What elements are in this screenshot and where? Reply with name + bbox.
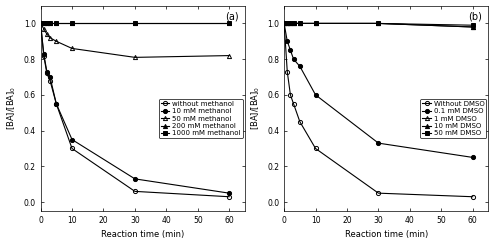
0.1 mM DMSO bbox=[281, 22, 287, 25]
Without DMSO bbox=[470, 195, 476, 198]
without methanol bbox=[132, 190, 138, 193]
Without DMSO bbox=[288, 93, 293, 96]
1000 mM methanol bbox=[132, 22, 138, 25]
1000 mM methanol bbox=[44, 22, 50, 25]
50 mM methanol bbox=[53, 40, 59, 43]
0.1 mM DMSO bbox=[313, 93, 319, 96]
without methanol bbox=[226, 195, 232, 198]
0.1 mM DMSO bbox=[290, 58, 296, 61]
1 mM DMSO bbox=[313, 22, 319, 25]
10 mM DMSO bbox=[288, 22, 293, 25]
10 mM DMSO bbox=[285, 22, 290, 25]
200 mM methanol bbox=[132, 22, 138, 25]
without methanol bbox=[69, 147, 75, 150]
50 mM DMSO bbox=[375, 22, 381, 25]
Without DMSO bbox=[285, 70, 290, 73]
50 mM methanol bbox=[47, 36, 53, 39]
1000 mM methanol bbox=[47, 22, 53, 25]
Legend: without methanol, 10 mM methanol, 50 mM methanol, 200 mM methanol, 1000 mM metha: without methanol, 10 mM methanol, 50 mM … bbox=[159, 99, 243, 138]
200 mM methanol bbox=[44, 22, 50, 25]
50 mM methanol bbox=[226, 54, 232, 57]
without methanol bbox=[41, 54, 47, 57]
1000 mM methanol bbox=[38, 22, 43, 25]
10 mM methanol bbox=[69, 138, 75, 141]
50 mM DMSO bbox=[285, 22, 290, 25]
10 mM DMSO bbox=[470, 25, 476, 28]
Line: 1000 mM methanol: 1000 mM methanol bbox=[39, 21, 231, 25]
10 mM DMSO bbox=[281, 22, 287, 25]
X-axis label: Reaction time (min): Reaction time (min) bbox=[345, 231, 428, 239]
1000 mM methanol bbox=[53, 22, 59, 25]
0.1 mM DMSO bbox=[297, 65, 303, 68]
10 mM DMSO bbox=[375, 22, 381, 25]
0.1 mM DMSO bbox=[375, 142, 381, 145]
Line: 1 mM DMSO: 1 mM DMSO bbox=[282, 21, 475, 29]
0.1 mM DMSO bbox=[470, 156, 476, 159]
10 mM methanol bbox=[44, 70, 50, 73]
50 mM DMSO bbox=[281, 22, 287, 25]
50 mM methanol bbox=[41, 27, 47, 30]
200 mM methanol bbox=[226, 22, 232, 25]
Y-axis label: [BA]/[BA]$_0$: [BA]/[BA]$_0$ bbox=[5, 86, 18, 130]
10 mM methanol bbox=[38, 22, 43, 25]
Line: 10 mM methanol: 10 mM methanol bbox=[39, 21, 231, 195]
1 mM DMSO bbox=[375, 22, 381, 25]
50 mM methanol bbox=[38, 22, 43, 25]
Line: 50 mM methanol: 50 mM methanol bbox=[39, 21, 231, 60]
without methanol bbox=[47, 79, 53, 82]
Line: 10 mM DMSO: 10 mM DMSO bbox=[282, 21, 475, 29]
1 mM DMSO bbox=[285, 22, 290, 25]
10 mM DMSO bbox=[313, 22, 319, 25]
1 mM DMSO bbox=[470, 25, 476, 28]
200 mM methanol bbox=[53, 22, 59, 25]
50 mM DMSO bbox=[313, 22, 319, 25]
50 mM DMSO bbox=[290, 22, 296, 25]
50 mM DMSO bbox=[470, 24, 476, 27]
0.1 mM DMSO bbox=[285, 40, 290, 43]
10 mM methanol bbox=[53, 102, 59, 105]
10 mM DMSO bbox=[290, 22, 296, 25]
Without DMSO bbox=[375, 192, 381, 195]
1 mM DMSO bbox=[290, 22, 296, 25]
without methanol bbox=[38, 22, 43, 25]
Without DMSO bbox=[297, 120, 303, 123]
Line: 50 mM DMSO: 50 mM DMSO bbox=[282, 21, 475, 27]
Text: (a): (a) bbox=[225, 12, 239, 22]
Without DMSO bbox=[281, 22, 287, 25]
without methanol bbox=[44, 72, 50, 75]
Text: (b): (b) bbox=[468, 12, 482, 22]
10 mM DMSO bbox=[297, 22, 303, 25]
1 mM DMSO bbox=[288, 22, 293, 25]
200 mM methanol bbox=[38, 22, 43, 25]
Without DMSO bbox=[313, 147, 319, 150]
Line: 200 mM methanol: 200 mM methanol bbox=[39, 21, 231, 25]
Y-axis label: [BA]/[BA]$_0$: [BA]/[BA]$_0$ bbox=[249, 86, 262, 130]
1000 mM methanol bbox=[41, 22, 47, 25]
200 mM methanol bbox=[47, 22, 53, 25]
without methanol bbox=[53, 102, 59, 105]
10 mM methanol bbox=[226, 192, 232, 195]
50 mM DMSO bbox=[288, 22, 293, 25]
Line: 0.1 mM DMSO: 0.1 mM DMSO bbox=[282, 21, 475, 159]
50 mM DMSO bbox=[297, 22, 303, 25]
Line: Without DMSO: Without DMSO bbox=[282, 21, 475, 199]
50 mM methanol bbox=[44, 33, 50, 36]
Without DMSO bbox=[290, 102, 296, 105]
1 mM DMSO bbox=[297, 22, 303, 25]
1000 mM methanol bbox=[69, 22, 75, 25]
1000 mM methanol bbox=[226, 22, 232, 25]
50 mM methanol bbox=[69, 47, 75, 50]
50 mM methanol bbox=[132, 56, 138, 59]
10 mM methanol bbox=[47, 75, 53, 78]
0.1 mM DMSO bbox=[288, 49, 293, 52]
200 mM methanol bbox=[69, 22, 75, 25]
200 mM methanol bbox=[41, 22, 47, 25]
1 mM DMSO bbox=[281, 22, 287, 25]
X-axis label: Reaction time (min): Reaction time (min) bbox=[101, 231, 184, 239]
10 mM methanol bbox=[41, 52, 47, 55]
10 mM methanol bbox=[132, 177, 138, 180]
Legend: Without DMSO, 0.1 mM DMSO, 1 mM DMSO, 10 mM DMSO, 50 mM DMSO: Without DMSO, 0.1 mM DMSO, 1 mM DMSO, 10… bbox=[420, 99, 487, 138]
Line: without methanol: without methanol bbox=[39, 21, 231, 199]
